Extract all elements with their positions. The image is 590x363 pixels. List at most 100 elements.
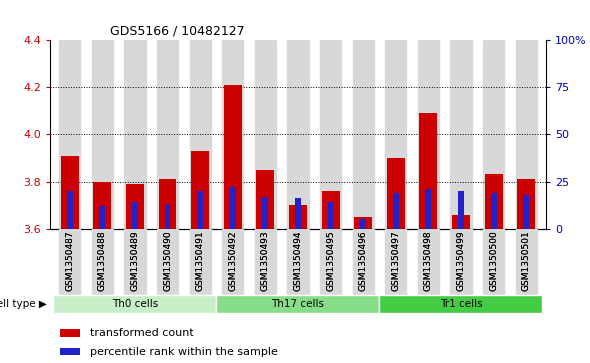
Bar [263, 197, 268, 229]
Bar [60, 330, 80, 337]
Text: GSM1350497: GSM1350497 [391, 230, 400, 291]
Bar [491, 193, 497, 229]
Bar [67, 191, 73, 229]
Bar [379, 295, 542, 313]
Text: Th0 cells: Th0 cells [112, 299, 158, 309]
Bar [387, 158, 405, 229]
Text: Tr1 cells: Tr1 cells [440, 299, 482, 309]
Bar [353, 229, 373, 296]
Bar [189, 40, 211, 229]
Text: GSM1350491: GSM1350491 [196, 230, 205, 291]
Bar [516, 40, 537, 229]
Bar [165, 204, 171, 229]
Bar [425, 189, 431, 229]
Text: cell type ▶: cell type ▶ [0, 299, 47, 309]
Text: GSM1350498: GSM1350498 [424, 230, 433, 291]
Text: GSM1350497: GSM1350497 [391, 230, 400, 291]
Bar [289, 205, 307, 229]
Bar [54, 295, 217, 313]
Bar [360, 219, 366, 229]
Text: GSM1350493: GSM1350493 [261, 230, 270, 291]
Bar [418, 40, 439, 229]
Text: GSM1350500: GSM1350500 [489, 230, 498, 291]
Bar [61, 156, 78, 229]
Text: GSM1350496: GSM1350496 [359, 230, 368, 291]
Bar [230, 187, 235, 229]
Bar [523, 195, 529, 229]
Bar [295, 199, 301, 229]
Bar [385, 229, 407, 296]
Text: GSM1350492: GSM1350492 [228, 230, 237, 290]
Bar [484, 175, 503, 229]
Text: GSM1350493: GSM1350493 [261, 230, 270, 291]
Bar [91, 229, 113, 296]
Bar [91, 40, 113, 229]
Bar [450, 40, 471, 229]
Bar [418, 229, 439, 296]
Bar [516, 229, 537, 296]
Text: GSM1350495: GSM1350495 [326, 230, 335, 291]
Text: GSM1350492: GSM1350492 [228, 230, 237, 290]
Bar [224, 85, 242, 229]
Text: GSM1350489: GSM1350489 [130, 230, 139, 291]
Text: GSM1350488: GSM1350488 [98, 230, 107, 291]
Text: GSM1350488: GSM1350488 [98, 230, 107, 291]
Bar [287, 40, 309, 229]
Bar [322, 191, 339, 229]
Bar [189, 229, 211, 296]
Text: GSM1350494: GSM1350494 [293, 230, 303, 290]
Bar [124, 229, 146, 296]
Bar [320, 40, 341, 229]
Bar [393, 193, 399, 229]
Text: GSM1350495: GSM1350495 [326, 230, 335, 291]
Bar [354, 217, 372, 229]
Bar [191, 151, 209, 229]
Text: GSM1350501: GSM1350501 [522, 230, 530, 291]
Bar [124, 40, 146, 229]
Bar [157, 229, 178, 296]
Bar [255, 40, 276, 229]
Text: GSM1350499: GSM1350499 [457, 230, 466, 291]
Bar [157, 40, 178, 229]
Bar [517, 179, 535, 229]
Text: GSM1350494: GSM1350494 [293, 230, 303, 290]
Bar [93, 182, 112, 229]
Bar [59, 40, 80, 229]
Text: GSM1350489: GSM1350489 [130, 230, 139, 291]
Text: transformed count: transformed count [90, 328, 194, 338]
Bar [255, 229, 276, 296]
Bar [217, 295, 379, 313]
Bar [450, 229, 471, 296]
Bar [483, 40, 504, 229]
Text: GSM1350496: GSM1350496 [359, 230, 368, 291]
Text: GSM1350501: GSM1350501 [522, 230, 530, 291]
Bar [327, 202, 333, 229]
Text: GSM1350500: GSM1350500 [489, 230, 498, 291]
Bar [99, 206, 105, 229]
Text: percentile rank within the sample: percentile rank within the sample [90, 347, 278, 357]
Bar [159, 179, 176, 229]
Text: GSM1350490: GSM1350490 [163, 230, 172, 291]
Bar [452, 215, 470, 229]
Text: GSM1350491: GSM1350491 [196, 230, 205, 291]
Bar [222, 229, 243, 296]
Bar [257, 170, 274, 229]
Bar [132, 202, 138, 229]
Bar [385, 40, 407, 229]
Bar [126, 184, 144, 229]
Bar [287, 229, 309, 296]
Text: GSM1350487: GSM1350487 [65, 230, 74, 291]
Bar [60, 348, 80, 355]
Text: GSM1350490: GSM1350490 [163, 230, 172, 291]
Text: GSM1350487: GSM1350487 [65, 230, 74, 291]
Text: GDS5166 / 10482127: GDS5166 / 10482127 [110, 24, 244, 37]
Bar [353, 40, 373, 229]
Text: GSM1350499: GSM1350499 [457, 230, 466, 291]
Bar [197, 191, 203, 229]
Bar [419, 113, 437, 229]
Bar [59, 229, 80, 296]
Text: GSM1350498: GSM1350498 [424, 230, 433, 291]
Bar [222, 40, 243, 229]
Bar [483, 229, 504, 296]
Bar [320, 229, 341, 296]
